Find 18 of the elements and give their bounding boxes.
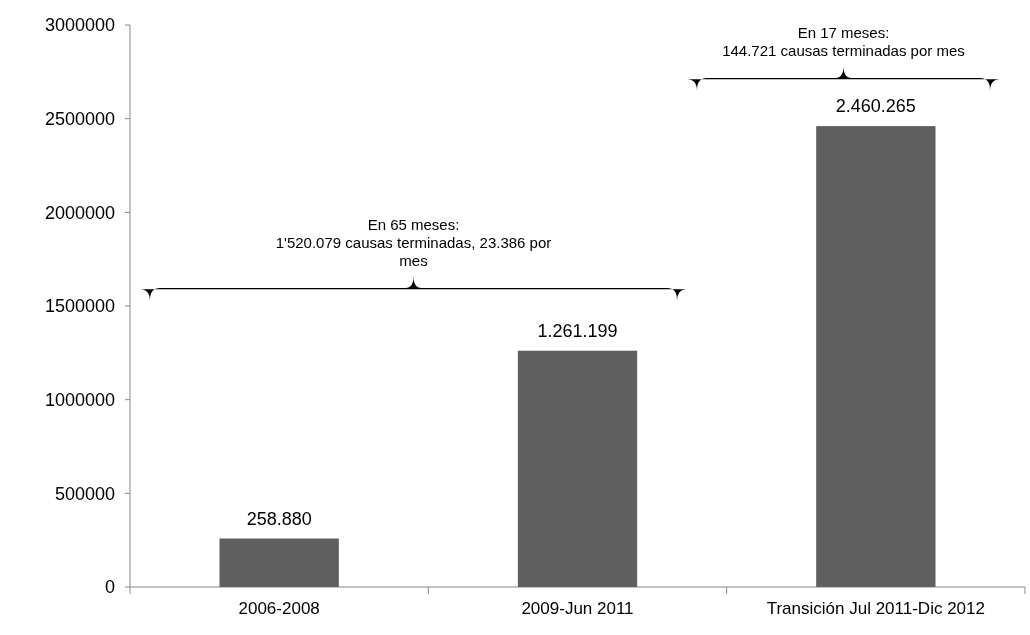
x-tick-label: Transición Jul 2011-Dic 2012 bbox=[766, 599, 985, 618]
y-tick-label: 0 bbox=[104, 577, 115, 598]
annotation: En 17 meses: 144.721 causas terminadas por mes bbox=[722, 24, 965, 59]
data-label: 2.460.265 bbox=[835, 96, 916, 117]
annotation: En 65 meses: 1'520.079 causas terminadas, 23.386 por mes bbox=[275, 216, 552, 269]
x-tick-label: 2006-2008 bbox=[238, 599, 320, 618]
y-tick-label: 1500000 bbox=[44, 296, 115, 317]
y-tick-label: 3000000 bbox=[44, 15, 115, 36]
data-label: 258.880 bbox=[246, 508, 312, 529]
y-tick-label: 1000000 bbox=[44, 389, 115, 410]
bar bbox=[219, 538, 339, 587]
x-tick-label: 2009-Jun 2011 bbox=[521, 599, 634, 618]
bar bbox=[816, 126, 936, 587]
y-tick-label: 2500000 bbox=[44, 108, 115, 129]
y-tick-label: 500000 bbox=[54, 483, 115, 504]
y-tick-label: 2000000 bbox=[44, 202, 115, 223]
bar bbox=[517, 350, 638, 587]
data-label: 1.261.199 bbox=[537, 320, 618, 341]
